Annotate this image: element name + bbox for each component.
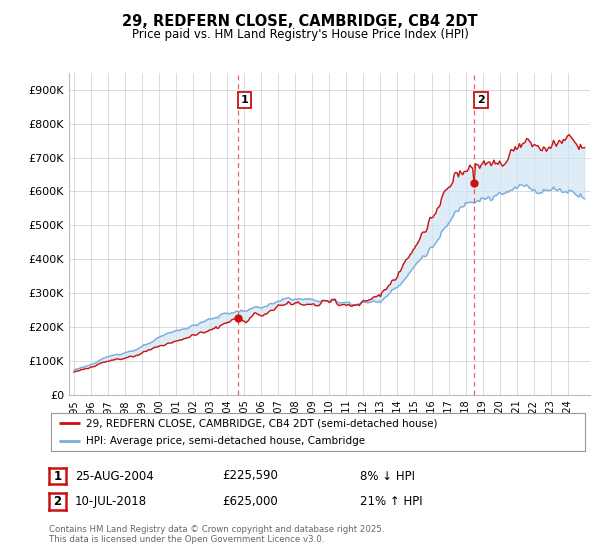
Text: £625,000: £625,000 [222, 494, 278, 508]
Text: 25-AUG-2004: 25-AUG-2004 [75, 469, 154, 483]
Text: 29, REDFERN CLOSE, CAMBRIDGE, CB4 2DT (semi-detached house): 29, REDFERN CLOSE, CAMBRIDGE, CB4 2DT (s… [86, 418, 437, 428]
Text: 2: 2 [477, 95, 485, 105]
Text: Contains HM Land Registry data © Crown copyright and database right 2025.: Contains HM Land Registry data © Crown c… [49, 525, 385, 534]
Text: Price paid vs. HM Land Registry's House Price Index (HPI): Price paid vs. HM Land Registry's House … [131, 28, 469, 41]
Text: 8% ↓ HPI: 8% ↓ HPI [360, 469, 415, 483]
Text: £225,590: £225,590 [222, 469, 278, 483]
Text: 29, REDFERN CLOSE, CAMBRIDGE, CB4 2DT: 29, REDFERN CLOSE, CAMBRIDGE, CB4 2DT [122, 14, 478, 29]
Text: HPI: Average price, semi-detached house, Cambridge: HPI: Average price, semi-detached house,… [86, 436, 365, 446]
Text: 21% ↑ HPI: 21% ↑ HPI [360, 494, 422, 508]
Text: 2: 2 [53, 494, 62, 508]
Text: This data is licensed under the Open Government Licence v3.0.: This data is licensed under the Open Gov… [49, 535, 325, 544]
Text: 1: 1 [53, 469, 62, 483]
Text: 1: 1 [241, 95, 248, 105]
Text: 10-JUL-2018: 10-JUL-2018 [75, 494, 147, 508]
